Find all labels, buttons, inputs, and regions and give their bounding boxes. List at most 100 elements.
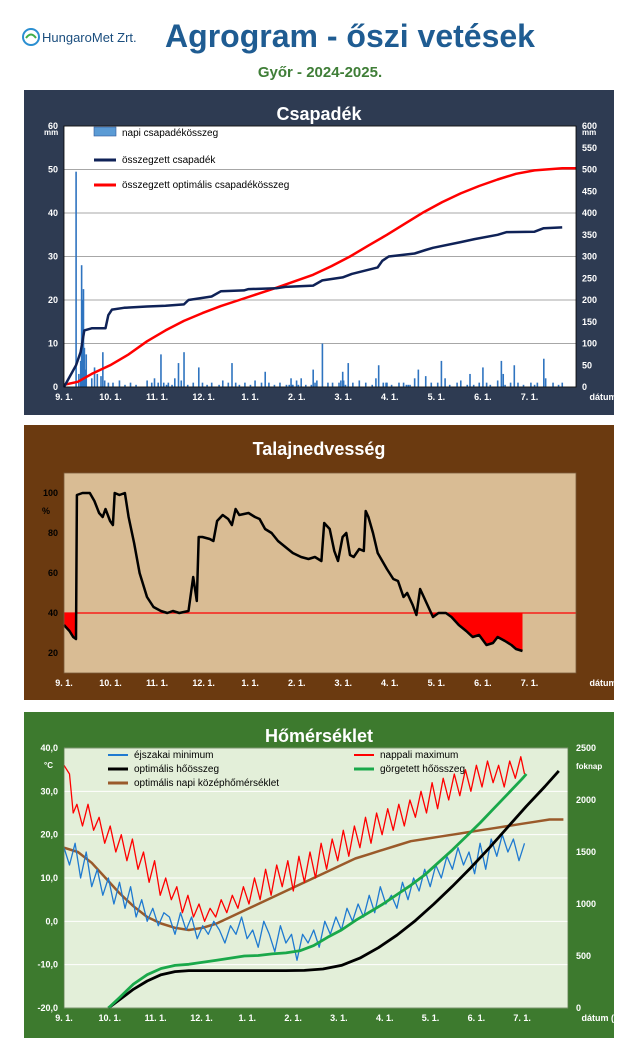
y-left-tick-label: 30,0 — [40, 786, 58, 796]
daily-precip-bar — [385, 382, 387, 387]
daily-precip-bar — [118, 380, 121, 387]
daily-precip-bar — [341, 371, 344, 387]
y-left-tick-label: 10,0 — [40, 873, 58, 883]
daily-precip-bar — [218, 384, 220, 387]
x-tick-label: 1. 1. — [241, 678, 259, 688]
daily-precip-bar — [375, 378, 377, 387]
daily-precip-bar — [300, 378, 302, 387]
daily-precip-bar — [321, 343, 324, 387]
x-tick-label: 3. 1. — [335, 392, 353, 402]
y-right-tick-label: 250 — [582, 273, 597, 283]
daily-precip-bar — [402, 382, 405, 387]
daily-precip-bar — [417, 369, 420, 387]
y-left-unit: mm — [44, 128, 58, 137]
daily-precip-bar — [561, 382, 564, 387]
legend-label: görgetett hőösszeg — [380, 764, 465, 775]
daily-precip-bar — [249, 384, 252, 387]
daily-precip-bar — [227, 382, 230, 387]
daily-precip-bar — [456, 382, 458, 387]
y-left-tick-label: -20,0 — [37, 1003, 58, 1013]
y-right-tick-label: 400 — [582, 208, 597, 218]
daily-precip-bar — [543, 358, 545, 387]
daily-precip-bar — [297, 384, 300, 387]
daily-precip-bar — [244, 382, 246, 387]
x-tick-label: 7. 1. — [521, 392, 539, 402]
x-tick-label: 12. 1. — [190, 1013, 213, 1023]
y-left-tick-label: 10 — [48, 339, 58, 349]
rolling-heat-sum-line — [107, 773, 528, 1010]
daily-precip-bar — [552, 382, 554, 387]
daily-precip-bar — [522, 384, 525, 387]
daily-precip-bar — [83, 347, 86, 387]
x-tick-label: 2. 1. — [288, 678, 306, 688]
y-left-tick-label: -10,0 — [37, 960, 58, 970]
daily-precip-bar — [183, 352, 185, 387]
daily-precip-bar — [167, 382, 170, 387]
chart-title: Csapadék — [276, 104, 362, 124]
legend-label: optimális napi középhőmérséklet — [134, 778, 279, 789]
x-tick-label: 4. 1. — [381, 678, 399, 688]
night-min-line — [63, 834, 526, 961]
x-tick-label: 6. 1. — [468, 1013, 486, 1023]
y-left-tick-label: 0,0 — [45, 916, 58, 926]
daily-precip-bar — [171, 384, 173, 387]
daily-precip-bar — [295, 380, 298, 387]
daily-precip-bar — [517, 382, 519, 387]
y-tick-label: 60 — [48, 568, 58, 578]
y-right-tick-label: 150 — [582, 317, 597, 327]
daily-precip-bar — [407, 384, 410, 387]
legend-label: nappali maximum — [380, 750, 458, 761]
daily-precip-bar — [364, 382, 367, 387]
day-max-line — [63, 756, 526, 922]
optimal-daily-mean-line — [63, 818, 564, 932]
cumulative-precip-line — [62, 226, 563, 388]
y-left-tick-label: 30 — [48, 252, 58, 262]
daily-precip-bar — [305, 384, 307, 387]
temperature-chart: Hőmérséklet -20,0 -10,0 0,0 10,0 20,0 30,0 40,0… — [24, 712, 614, 1038]
daily-precip-bar — [273, 384, 276, 387]
daily-precip-bar — [489, 384, 492, 387]
daily-precip-bar — [238, 384, 241, 387]
daily-precip-bar — [459, 380, 462, 387]
daily-precip-bar — [409, 384, 411, 387]
y-right-tick-label: 500 — [582, 165, 597, 175]
daily-precip-bar — [285, 384, 288, 387]
page-subtitle: Győr - 2024-2025. — [257, 64, 383, 81]
x-axis-label: dátum (hó.nap) — [590, 678, 615, 688]
daily-precip-bar — [352, 382, 354, 387]
x-tick-label: 4. 1. — [381, 392, 399, 402]
y-unit: % — [42, 506, 50, 516]
daily-precip-bar — [129, 382, 132, 387]
chart-title: Hőmérséklet — [265, 726, 373, 746]
precipitation-chart-panel: Csapadék 0 10 20 30 40 50 60 0 50 100 150 200 250 300 3… — [24, 90, 614, 415]
daily-precip-bar — [231, 363, 233, 387]
y-right-tick-label: 0 — [582, 382, 587, 392]
x-tick-label: 5. 1. — [422, 1013, 440, 1023]
daily-precip-bar — [96, 373, 99, 387]
daily-precip-bar — [107, 382, 110, 387]
y-right-tick-label: 200 — [582, 295, 597, 305]
daily-precip-bar — [430, 382, 433, 387]
daily-precip-bar — [536, 382, 539, 387]
daily-precip-bar — [85, 354, 88, 387]
daily-precip-bar — [310, 384, 313, 387]
precipitation-chart: Csapadék01020304050600501001502002503003… — [24, 90, 614, 415]
daily-precip-bar — [279, 382, 281, 387]
daily-precip-bar — [260, 382, 263, 387]
daily-precip-bar — [153, 378, 156, 387]
chart-title: Talajnedvesség — [253, 439, 386, 459]
daily-precip-bar — [221, 380, 224, 387]
x-tick-label: 5. 1. — [428, 392, 446, 402]
optimal-heat-sum-line — [107, 769, 560, 1010]
soil-moisture-line — [63, 491, 523, 653]
daily-precip-bar — [288, 384, 290, 387]
x-tick-label: 6. 1. — [474, 678, 492, 688]
daily-precip-bar — [347, 363, 350, 387]
daily-precip-bar — [177, 363, 180, 387]
daily-precip-bar — [192, 382, 195, 387]
y-right-unit: foknap — [576, 762, 602, 771]
daily-precip-bar — [390, 384, 393, 387]
plot-border — [63, 125, 577, 388]
y-left-tick-label: 40,0 — [40, 743, 58, 753]
daily-precip-bar — [254, 380, 256, 387]
